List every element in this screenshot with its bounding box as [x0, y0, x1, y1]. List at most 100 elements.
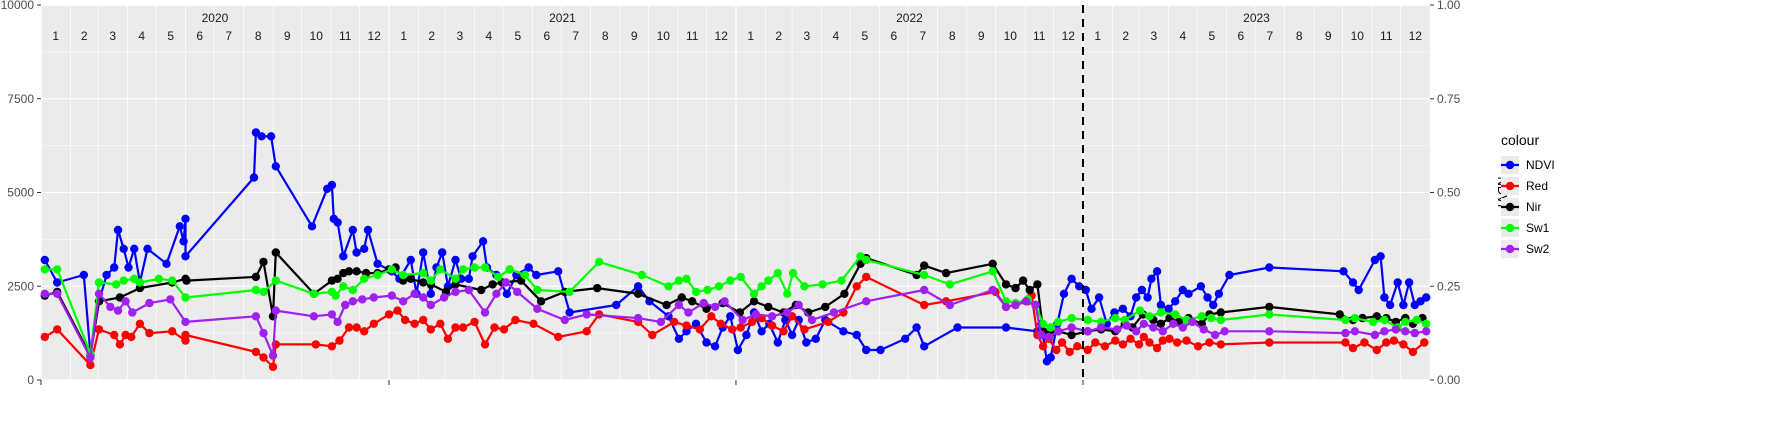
- data-point: [128, 308, 137, 317]
- data-point: [920, 285, 929, 295]
- data-point: [145, 298, 154, 308]
- data-point: [168, 327, 177, 336]
- data-point: [111, 280, 121, 289]
- data-point: [339, 282, 348, 291]
- data-point: [327, 310, 337, 319]
- data-point: [1203, 293, 1212, 302]
- data-point: [1158, 327, 1168, 336]
- data-point: [1094, 293, 1104, 302]
- data-point: [373, 270, 382, 280]
- data-point: [130, 244, 139, 253]
- month-label: 8: [949, 29, 956, 43]
- legend-key-dot: [1505, 244, 1515, 254]
- data-point: [560, 315, 569, 325]
- data-point: [876, 345, 885, 355]
- data-point: [113, 225, 123, 235]
- legend-key-dot: [1505, 202, 1515, 212]
- data-point: [1360, 338, 1369, 347]
- data-point: [1385, 300, 1395, 310]
- data-point: [373, 259, 382, 268]
- data-point: [637, 270, 647, 280]
- data-point: [738, 315, 747, 325]
- data-point: [179, 237, 188, 246]
- data-point: [94, 289, 104, 298]
- data-point: [387, 291, 396, 300]
- data-point: [565, 308, 574, 317]
- data-point: [1209, 300, 1218, 310]
- month-label: 10: [1351, 29, 1365, 43]
- data-point: [369, 319, 378, 328]
- legend: colour NDVI Red Nir Sw1 Sw2: [1501, 132, 1555, 258]
- data-point: [912, 323, 921, 332]
- legend-item: Red: [1501, 177, 1548, 195]
- data-point: [399, 270, 408, 280]
- data-point: [1145, 338, 1154, 347]
- data-point: [102, 270, 111, 280]
- data-point: [988, 259, 997, 268]
- data-point: [749, 289, 759, 298]
- data-point: [360, 244, 369, 253]
- data-point: [464, 274, 473, 283]
- data-point: [1350, 327, 1360, 336]
- data-point: [1067, 274, 1076, 283]
- data-point: [1111, 336, 1120, 345]
- data-point: [811, 334, 820, 343]
- data-point: [1001, 302, 1011, 312]
- data-point: [1156, 319, 1166, 328]
- data-point: [682, 274, 691, 283]
- month-label: 10: [310, 29, 324, 43]
- data-point: [166, 295, 175, 304]
- data-point: [582, 327, 591, 336]
- data-point: [115, 340, 125, 349]
- data-point: [1087, 304, 1096, 313]
- data-point: [1001, 280, 1011, 289]
- data-point: [1152, 343, 1162, 353]
- month-label: 2: [428, 29, 435, 43]
- data-point: [113, 306, 123, 315]
- data-point: [1021, 297, 1031, 306]
- data-point: [451, 255, 460, 265]
- month-label: 3: [109, 29, 116, 43]
- data-point: [726, 276, 735, 285]
- data-point: [344, 323, 354, 332]
- data-point: [309, 312, 319, 321]
- data-point: [1341, 315, 1350, 325]
- data-point: [341, 300, 350, 310]
- data-point: [1083, 345, 1092, 355]
- data-point: [451, 287, 460, 297]
- data-point: [40, 289, 49, 298]
- year-label: 2020: [202, 11, 229, 25]
- data-point: [135, 278, 145, 287]
- data-point: [271, 248, 280, 257]
- data-point: [674, 276, 684, 285]
- data-point: [426, 300, 435, 310]
- data-point: [839, 327, 848, 336]
- data-point: [1126, 334, 1135, 343]
- data-point: [767, 312, 777, 321]
- data-point: [1216, 340, 1226, 349]
- data-point: [1111, 313, 1120, 323]
- month-label: 7: [919, 29, 926, 43]
- data-point: [720, 297, 729, 306]
- data-point: [699, 298, 708, 308]
- data-point: [1178, 323, 1188, 332]
- data-point: [684, 308, 693, 317]
- data-point: [384, 310, 394, 319]
- left-tick-label: 7500: [7, 92, 34, 106]
- data-point: [1046, 323, 1055, 332]
- data-point: [259, 257, 268, 267]
- data-point: [764, 302, 773, 312]
- data-point: [363, 225, 373, 235]
- data-point: [1018, 276, 1028, 285]
- data-point: [677, 293, 686, 302]
- data-point: [800, 325, 809, 334]
- data-point: [513, 287, 522, 297]
- data-point: [532, 270, 541, 280]
- data-point: [333, 218, 342, 227]
- data-point: [1156, 308, 1166, 317]
- month-label: 2: [775, 29, 782, 43]
- data-point: [788, 268, 798, 278]
- data-point: [451, 323, 460, 332]
- data-point: [751, 310, 761, 319]
- month-label: 4: [485, 29, 492, 43]
